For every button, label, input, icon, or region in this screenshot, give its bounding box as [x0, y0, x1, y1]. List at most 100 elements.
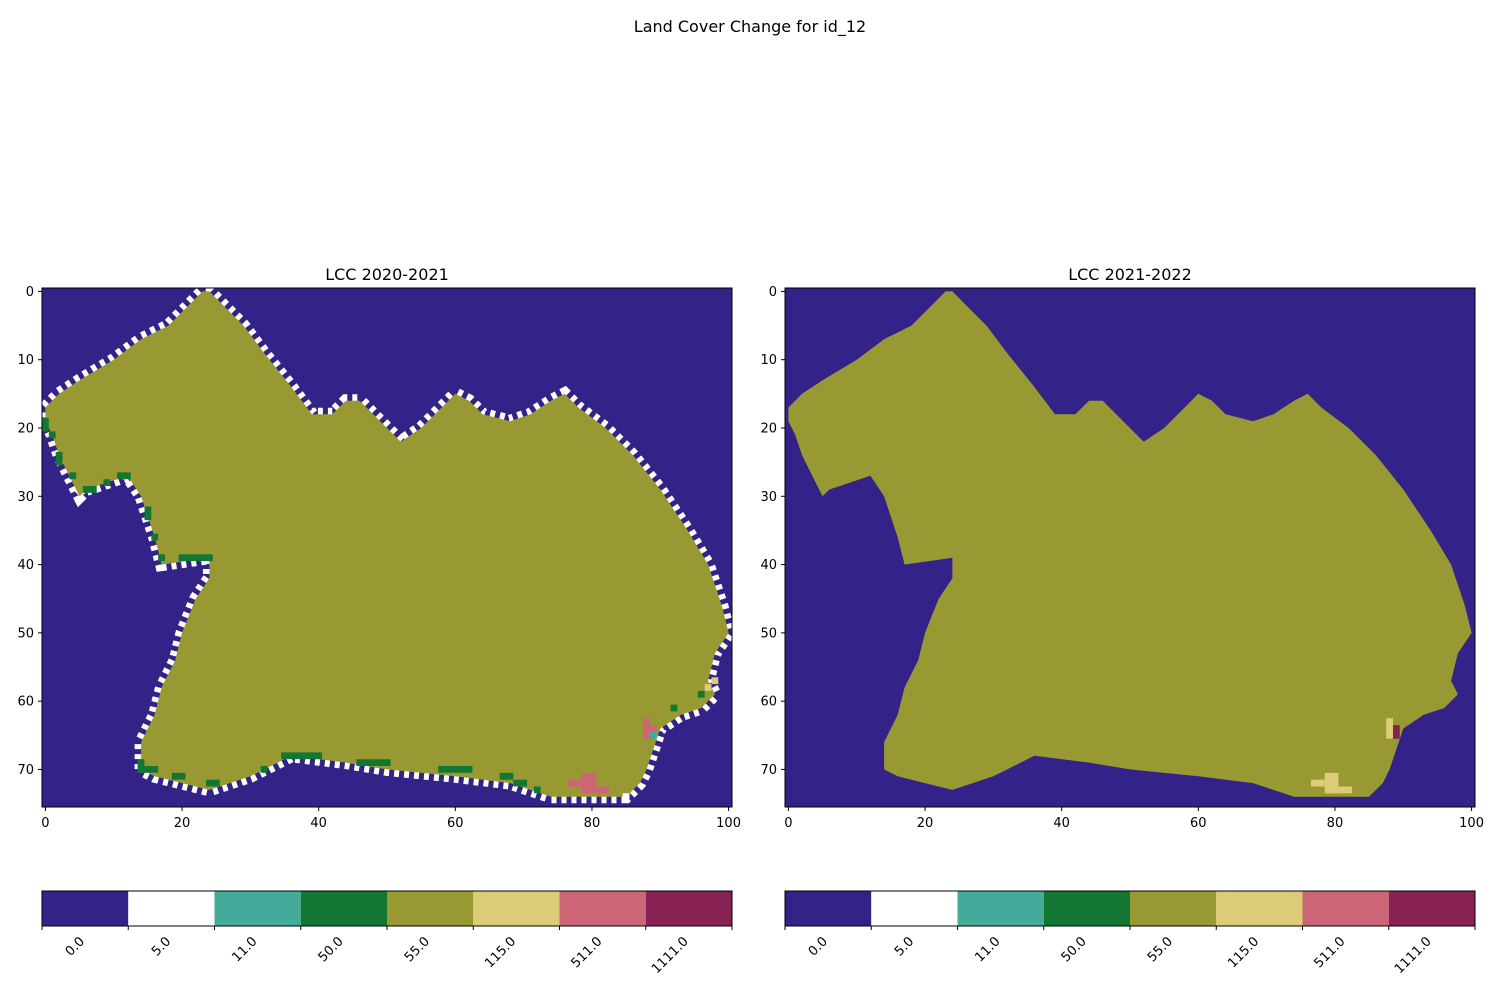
colorbar-tick-label: 115.0 [1225, 934, 1262, 971]
x-tick-label: 20 [174, 816, 191, 831]
colorbar-tick-label: 1111.0 [649, 934, 692, 977]
y-tick-label: 60 [760, 695, 777, 710]
change-cell [1393, 725, 1400, 739]
colorbar-segment [1216, 891, 1303, 926]
colorbar-segment [1388, 891, 1476, 926]
axes-frame [784, 287, 1476, 808]
x-tick-label: 100 [716, 816, 741, 831]
y-tick-label: 70 [760, 763, 777, 778]
y-tick-label: 30 [760, 490, 777, 505]
change-cell [595, 786, 610, 794]
colorbar-tick-label: 0.0 [63, 934, 88, 959]
region-fill [788, 291, 1472, 797]
change-cell [650, 731, 657, 739]
change-cell [69, 472, 77, 480]
change-cell [1324, 772, 1339, 794]
x-tick-label: 60 [447, 816, 464, 831]
y-tick-label: 20 [760, 421, 777, 436]
colorbar-segment [871, 891, 958, 926]
x-tick-label: 80 [1327, 816, 1344, 831]
change-cell [533, 786, 541, 794]
figure-title: Land Cover Change for id_12 [633, 17, 867, 36]
change-cell [48, 431, 56, 439]
change-cell [568, 779, 582, 787]
change-cell [650, 725, 657, 732]
colorbar-tick-label: 1111.0 [1392, 934, 1435, 977]
colorbar-lcc-2020-2021: 0.0 5.0 11.0 50.0 55.0 115.0 511.0 1111.0 [41, 890, 733, 977]
colorbar-segment [785, 891, 872, 926]
colorbar-tick-label: 5.0 [149, 934, 174, 959]
change-cell [1311, 779, 1325, 787]
change-cell [117, 472, 131, 480]
change-cell [103, 479, 111, 486]
colorbar-segment [300, 891, 388, 926]
colorbar-segment [645, 891, 733, 926]
y-axis: 0 10 20 30 40 50 60 70 [760, 285, 785, 778]
change-cell [704, 684, 712, 691]
change-cell [670, 704, 678, 712]
y-tick-label: 10 [17, 353, 34, 368]
change-cell [260, 766, 268, 773]
colorbar-tick-label: 511.0 [569, 934, 606, 971]
y-tick-label: 40 [760, 558, 777, 573]
x-tick-label: 0 [41, 816, 49, 831]
change-cell [697, 690, 705, 698]
region-fill [45, 291, 729, 797]
colorbar-segment [1130, 891, 1217, 926]
y-tick-label: 70 [17, 763, 34, 778]
panel-lcc-2020-2021: LCC 2020-2021 0 20 40 60 80 100 0 10 20 30 40 50 60… [17, 265, 741, 831]
heatmap-area [784, 287, 1476, 808]
colorbar-segment [957, 891, 1044, 926]
change-cells [1311, 718, 1400, 794]
colorbar-tick-label: 0.0 [806, 934, 831, 959]
colorbar-tick-label: 5.0 [892, 934, 917, 959]
y-tick-label: 0 [769, 285, 777, 300]
colorbar-tick-label: 55.0 [402, 934, 433, 965]
change-cell [158, 554, 165, 562]
change-cell [206, 779, 220, 787]
colorbar-tick-label: 50.0 [1059, 934, 1090, 965]
change-cell [83, 486, 97, 493]
y-tick-label: 40 [17, 558, 34, 573]
colorbar-tick-label: 511.0 [1312, 934, 1349, 971]
y-tick-label: 0 [26, 285, 34, 300]
colorbar-segment [42, 891, 129, 926]
change-cell [622, 793, 630, 801]
colorbar-tick-label: 11.0 [972, 934, 1003, 965]
colorbar-segment [1302, 891, 1389, 926]
change-cells [42, 417, 719, 801]
change-cell [144, 506, 152, 521]
change-cell [42, 417, 49, 432]
change-cell [438, 766, 473, 773]
panel-title: LCC 2021-2022 [1068, 265, 1192, 284]
y-axis: 0 10 20 30 40 50 60 70 [17, 285, 42, 778]
colorbar-tick-label: 55.0 [1145, 934, 1176, 965]
colorbar-segment [559, 891, 646, 926]
change-cell [178, 554, 213, 562]
change-cell [499, 772, 514, 780]
colorbar-segment [128, 891, 215, 926]
x-tick-label: 100 [1459, 816, 1484, 831]
x-tick-label: 40 [1053, 816, 1070, 831]
change-cell [643, 718, 650, 739]
colorbar-tick-label: 50.0 [316, 934, 347, 965]
x-axis: 0 20 40 60 80 100 [784, 807, 1484, 831]
change-cell [1386, 718, 1393, 739]
panel-lcc-2021-2022: LCC 2021-2022 0 20 40 60 80 100 0 10 20 30 40 50 60… [760, 265, 1484, 831]
colorbar-tick-label: 11.0 [229, 934, 260, 965]
y-tick-label: 20 [17, 421, 34, 436]
colorbar-segment [1043, 891, 1131, 926]
y-tick-label: 60 [17, 695, 34, 710]
y-tick-label: 30 [17, 490, 34, 505]
x-tick-label: 80 [584, 816, 601, 831]
change-cell [171, 772, 186, 780]
colorbar-tick-label: 115.0 [482, 934, 519, 971]
change-cell [144, 766, 159, 773]
change-cell [356, 759, 391, 766]
colorbar-segment [473, 891, 560, 926]
axes-frame [41, 287, 733, 808]
heatmap-area [38, 284, 736, 808]
panel-title: LCC 2020-2021 [325, 265, 449, 284]
x-tick-label: 40 [310, 816, 327, 831]
change-cell [55, 451, 63, 466]
